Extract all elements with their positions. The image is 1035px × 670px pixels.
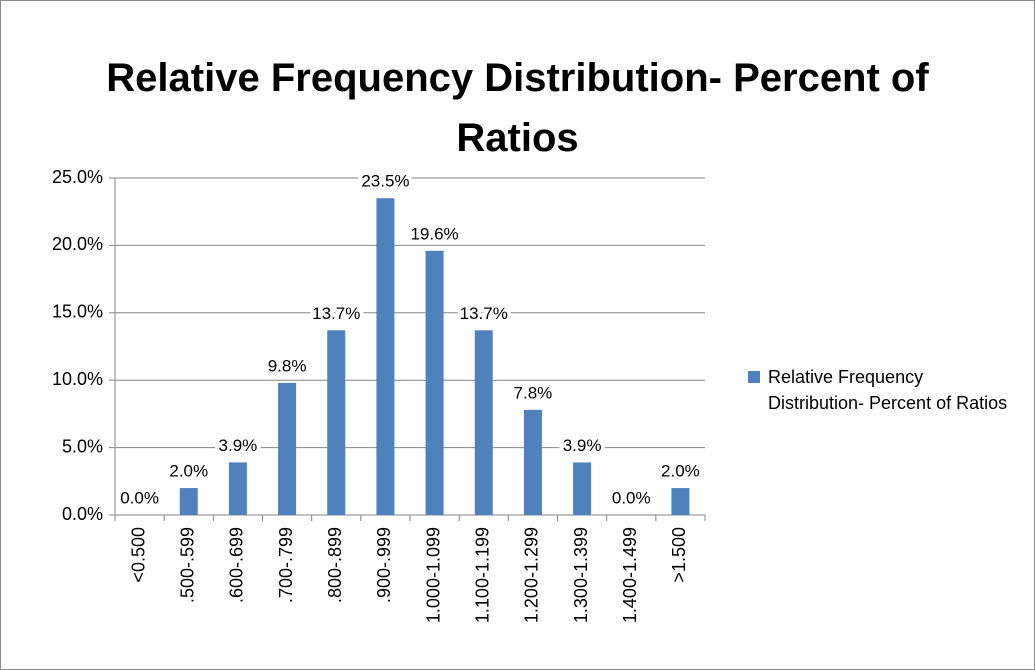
data-label: 13.7% — [460, 304, 508, 323]
y-tick-label: 5.0% — [62, 436, 103, 456]
data-label: 13.7% — [312, 304, 360, 323]
bar — [573, 462, 592, 515]
x-tick-label: .500-.599 — [178, 527, 198, 603]
x-tick-label: .600-.699 — [227, 527, 247, 603]
x-tick-label: .900-.999 — [374, 527, 394, 603]
data-label: 0.0% — [612, 488, 651, 507]
x-tick-label: 1.400-1.499 — [620, 527, 640, 623]
x-tick-label: 1.100-1.199 — [473, 527, 493, 623]
bar — [671, 488, 690, 515]
data-label: 2.0% — [661, 462, 700, 481]
x-tick-label: 1.300-1.399 — [571, 527, 591, 623]
y-tick-label: 25.0% — [52, 167, 103, 187]
x-tick-label: 1.200-1.299 — [522, 527, 542, 623]
y-tick-label: 20.0% — [52, 234, 103, 254]
data-label: 7.8% — [514, 383, 553, 402]
bar — [523, 409, 542, 515]
data-label: 3.9% — [219, 436, 258, 455]
legend-key — [748, 371, 760, 383]
bar — [278, 382, 297, 515]
data-label: 3.9% — [563, 436, 602, 455]
bar — [425, 250, 444, 516]
data-label: 23.5% — [361, 172, 409, 191]
chart-title: Relative Frequency Distribution- Percent… — [106, 56, 929, 160]
x-tick-label: >1.500 — [669, 527, 689, 583]
legend-label: Relative Frequency Distribution- Percent… — [768, 367, 1008, 413]
x-tick-label: 1.000-1.099 — [423, 527, 443, 623]
data-label: 9.8% — [268, 356, 307, 375]
bar — [376, 198, 395, 515]
x-tick-label: .700-.799 — [276, 527, 296, 603]
data-label: 19.6% — [410, 224, 458, 243]
data-label: 2.0% — [169, 462, 208, 481]
x-tick-label: <0.500 — [128, 527, 148, 583]
bar — [228, 462, 247, 515]
x-tick-label: .800-.899 — [325, 527, 345, 603]
y-tick-label: 15.0% — [52, 302, 103, 322]
data-label: 0.0% — [120, 488, 159, 507]
bar — [327, 330, 346, 515]
y-tick-label: 10.0% — [52, 369, 103, 389]
y-tick-label: 0.0% — [62, 504, 103, 524]
legend: Relative Frequency Distribution- Percent… — [744, 364, 1024, 416]
bar — [179, 488, 198, 515]
bar — [474, 330, 493, 515]
